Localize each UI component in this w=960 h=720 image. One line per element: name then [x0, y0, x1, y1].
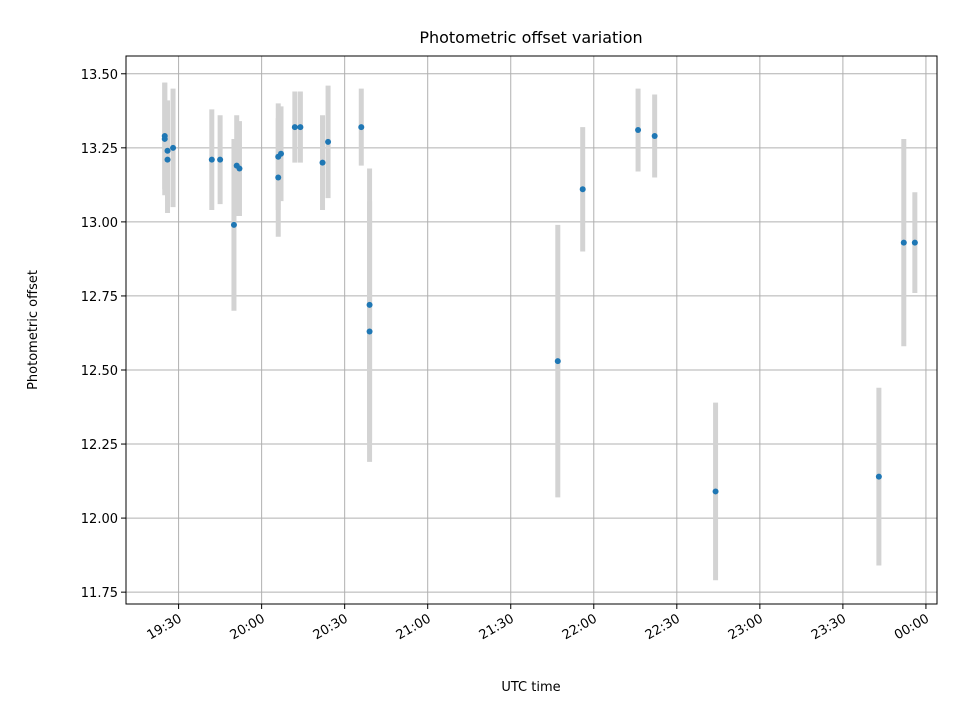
data-point — [712, 488, 719, 495]
data-points — [161, 124, 918, 495]
y-tick-label: 12.75 — [81, 290, 118, 305]
data-point — [297, 124, 304, 131]
data-point — [325, 138, 332, 145]
x-tick-label: 20:30 — [311, 611, 351, 643]
data-point — [164, 156, 171, 163]
x-axis-label: UTC time — [501, 680, 560, 695]
data-point — [358, 124, 365, 131]
data-point — [275, 174, 282, 181]
data-point — [579, 186, 586, 193]
data-point — [291, 124, 298, 131]
data-point — [635, 127, 642, 134]
chart-title: Photometric offset variation — [419, 28, 642, 47]
data-point — [875, 473, 882, 480]
x-tick-label: 21:30 — [477, 611, 517, 643]
y-axis-ticks: 11.75 12.00 12.25 12.50 12.75 13.00 13.25 13.50 — [81, 68, 126, 601]
x-tick-label: 22:30 — [643, 611, 683, 643]
y-tick-label: 11.75 — [81, 586, 118, 601]
y-tick-label: 12.00 — [81, 512, 118, 527]
y-tick-label: 13.00 — [81, 216, 118, 231]
y-tick-label: 13.50 — [81, 68, 118, 83]
x-tick-label: 19:30 — [145, 611, 185, 643]
data-point — [170, 144, 177, 151]
data-point — [164, 147, 171, 154]
y-tick-label: 13.25 — [81, 142, 118, 157]
data-point — [651, 132, 658, 139]
data-point — [911, 239, 918, 246]
grid-lines — [126, 56, 937, 604]
x-tick-label: 23:30 — [809, 611, 849, 643]
data-point — [230, 221, 237, 228]
plot-frame — [125, 55, 938, 605]
data-point — [366, 328, 373, 335]
x-tick-label: 22:00 — [560, 611, 600, 643]
data-point — [554, 358, 561, 365]
data-point — [236, 165, 243, 172]
data-point — [217, 156, 224, 163]
x-tick-label: 21:00 — [394, 611, 434, 643]
y-tick-label: 12.50 — [81, 364, 118, 379]
x-tick-label: 20:00 — [228, 611, 268, 643]
x-axis-ticks: 19:30 20:00 20:30 21:00 21:30 22:00 22:30 23:00… — [145, 604, 932, 643]
data-point — [278, 150, 285, 157]
x-tick-label: 00:00 — [892, 611, 932, 643]
data-point — [161, 135, 168, 142]
data-point — [208, 156, 215, 163]
data-point — [366, 301, 373, 308]
data-point — [900, 239, 907, 246]
x-tick-label: 23:00 — [726, 611, 766, 643]
y-axis-label: Photometric offset — [26, 270, 41, 390]
y-tick-label: 12.25 — [81, 438, 118, 453]
data-point — [319, 159, 326, 166]
